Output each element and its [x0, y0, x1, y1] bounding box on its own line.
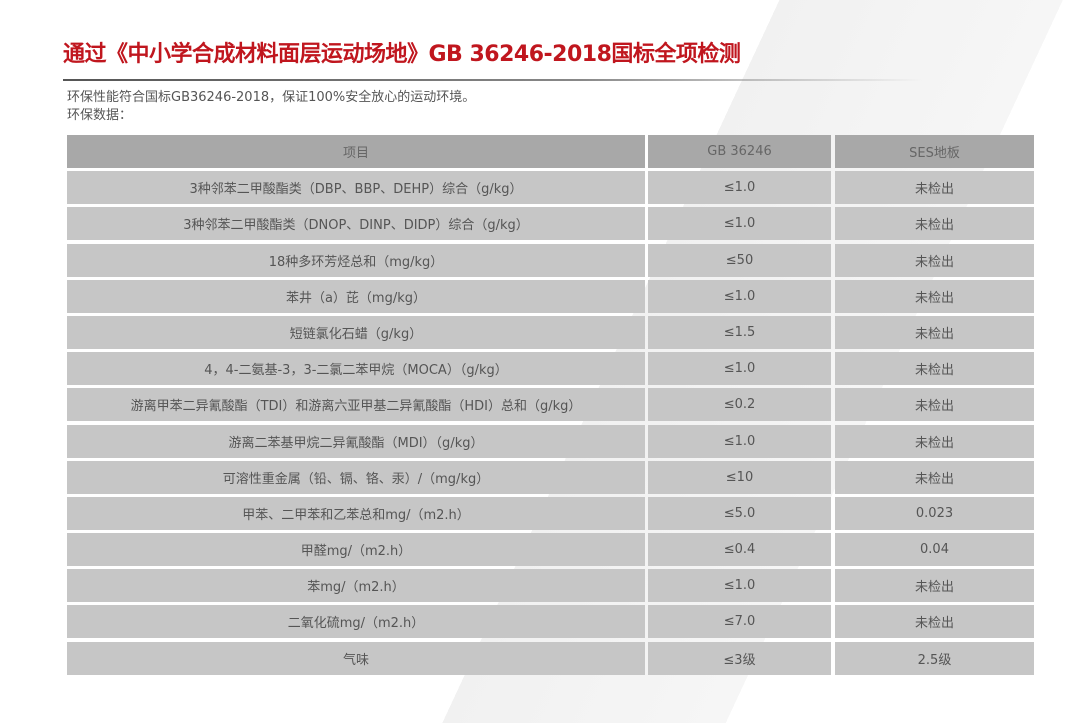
cell-ses: 未检出	[835, 460, 1034, 494]
cell-standard: ≤1.0	[648, 424, 831, 458]
intro-text: 环保性能符合国标GB36246-2018，保证100%安全放心的运动环境。 环保…	[67, 89, 475, 125]
cell-ses: 0.023	[835, 496, 1034, 530]
cell-ses: 未检出	[835, 352, 1034, 386]
cell-ses: 未检出	[835, 279, 1034, 313]
cell-standard: ≤1.5	[648, 315, 831, 349]
cell-ses: 未检出	[835, 388, 1034, 422]
cell-standard: ≤10	[648, 460, 831, 494]
cell-standard: ≤5.0	[648, 496, 831, 530]
table-row: 18种多环芳烃总和（mg/kg） ≤50 未检出	[67, 243, 1034, 277]
cell-standard: ≤0.2	[648, 388, 831, 422]
title-divider	[63, 79, 923, 81]
intro-line: 环保性能符合国标GB36246-2018，保证100%安全放心的运动环境。	[67, 90, 476, 105]
intro-line: 环保数据：	[67, 108, 133, 123]
cell-ses: 0.04	[835, 533, 1034, 567]
cell-item: 短链氯化石蜡（g/kg）	[67, 315, 645, 349]
table-row: 甲醛mg/（m2.h） ≤0.4 0.04	[67, 533, 1034, 567]
cell-item: 甲苯、二甲苯和乙苯总和mg/（m2.h）	[67, 496, 645, 530]
table-row: 3种邻苯二甲酸酯类（DNOP、DINP、DIDP）综合（g/kg） ≤1.0 未检出	[67, 207, 1034, 241]
cell-item: 苯mg/（m2.h）	[67, 569, 645, 603]
cell-item: 18种多环芳烃总和（mg/kg）	[67, 243, 645, 277]
cell-ses: 未检出	[835, 424, 1034, 458]
cell-item: 4，4-二氨基-3，3-二氯二苯甲烷（MOCA）（g/kg）	[67, 352, 645, 386]
cell-ses: 未检出	[835, 207, 1034, 241]
table-row: 短链氯化石蜡（g/kg） ≤1.5 未检出	[67, 315, 1034, 349]
table-row: 苯mg/（m2.h） ≤1.0 未检出	[67, 569, 1034, 603]
cell-ses: 2.5级	[835, 641, 1034, 675]
table-header: 项目 GB 36246 SES地板	[67, 135, 1034, 168]
cell-standard: ≤1.0	[648, 352, 831, 386]
header-standard: GB 36246	[648, 135, 831, 168]
table-row: 甲苯、二甲苯和乙苯总和mg/（m2.h） ≤5.0 0.023	[67, 496, 1034, 530]
cell-item: 游离甲苯二异氰酸酯（TDI）和游离六亚甲基二异氰酸酯（HDI）总和（g/kg）	[67, 388, 645, 422]
cell-ses: 未检出	[835, 171, 1034, 205]
data-table: 项目 GB 36246 SES地板 3种邻苯二甲酸酯类（DBP、BBP、DEHP…	[67, 135, 1034, 678]
cell-ses: 未检出	[835, 605, 1034, 639]
cell-item: 游离二苯基甲烷二异氰酸酯（MDI）（g/kg）	[67, 424, 645, 458]
cell-standard: ≤1.0	[648, 207, 831, 241]
cell-item: 气味	[67, 641, 645, 675]
cell-standard: ≤3级	[648, 641, 831, 675]
table-row: 4，4-二氨基-3，3-二氯二苯甲烷（MOCA）（g/kg） ≤1.0 未检出	[67, 352, 1034, 386]
cell-standard: ≤1.0	[648, 279, 831, 313]
cell-standard: ≤7.0	[648, 605, 831, 639]
table-row: 二氧化硫mg/（m2.h） ≤7.0 未检出	[67, 605, 1034, 639]
table-row: 苯井（a）芘（mg/kg） ≤1.0 未检出	[67, 279, 1034, 313]
cell-item: 苯井（a）芘（mg/kg）	[67, 279, 645, 313]
page-title: 通过《中小学合成材料面层运动场地》GB 36246-2018国标全项检测	[63, 42, 741, 67]
cell-standard: ≤1.0	[648, 171, 831, 205]
table-row: 可溶性重金属（铅、镉、铬、汞）/（mg/kg） ≤10 未检出	[67, 460, 1034, 494]
table-row: 游离甲苯二异氰酸酯（TDI）和游离六亚甲基二异氰酸酯（HDI）总和（g/kg） ≤…	[67, 388, 1034, 422]
cell-item: 二氧化硫mg/（m2.h）	[67, 605, 645, 639]
cell-standard: ≤0.4	[648, 533, 831, 567]
cell-ses: 未检出	[835, 569, 1034, 603]
table-row: 气味 ≤3级 2.5级	[67, 641, 1034, 675]
header-item: 项目	[67, 135, 645, 168]
cell-ses: 未检出	[835, 243, 1034, 277]
cell-item: 可溶性重金属（铅、镉、铬、汞）/（mg/kg）	[67, 460, 645, 494]
cell-item: 甲醛mg/（m2.h）	[67, 533, 645, 567]
cell-standard: ≤1.0	[648, 569, 831, 603]
cell-ses: 未检出	[835, 315, 1034, 349]
cell-standard: ≤50	[648, 243, 831, 277]
table-row: 游离二苯基甲烷二异氰酸酯（MDI）（g/kg） ≤1.0 未检出	[67, 424, 1034, 458]
cell-item: 3种邻苯二甲酸酯类（DNOP、DINP、DIDP）综合（g/kg）	[67, 207, 645, 241]
table-row: 3种邻苯二甲酸酯类（DBP、BBP、DEHP）综合（g/kg） ≤1.0 未检出	[67, 171, 1034, 205]
cell-item: 3种邻苯二甲酸酯类（DBP、BBP、DEHP）综合（g/kg）	[67, 171, 645, 205]
header-ses: SES地板	[835, 135, 1034, 168]
